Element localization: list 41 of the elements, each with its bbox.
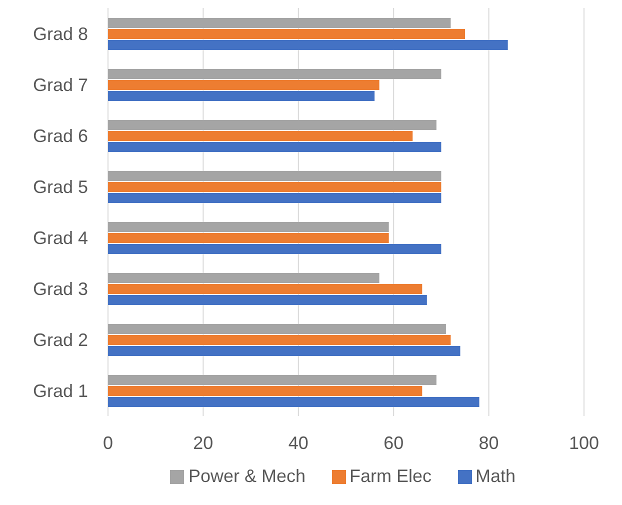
bar <box>108 80 380 90</box>
legend-label: Power & Mech <box>188 466 306 486</box>
x-tick-label: 0 <box>102 432 114 453</box>
y-tick-label: Grad 5 <box>32 176 88 197</box>
bar <box>108 397 480 407</box>
bar <box>108 18 451 28</box>
bar <box>108 284 422 294</box>
bar <box>108 171 442 181</box>
bar <box>108 295 427 305</box>
bar <box>108 40 508 50</box>
y-tick-label: Grad 2 <box>32 330 88 350</box>
bar <box>108 142 442 152</box>
bar <box>108 233 389 243</box>
bar <box>108 386 422 396</box>
bar <box>108 91 375 101</box>
y-tick-label: Grad 8 <box>32 24 88 44</box>
bar <box>108 273 380 283</box>
bar <box>108 375 436 385</box>
legend-label: Math <box>476 466 516 486</box>
bar <box>108 222 389 232</box>
bar <box>108 346 460 356</box>
x-tick-label: 80 <box>478 432 499 453</box>
bar <box>108 324 446 334</box>
x-tick-label: 40 <box>288 432 308 453</box>
bar <box>108 182 442 192</box>
legend-label: Farm Elec <box>350 466 432 486</box>
bar <box>108 29 465 39</box>
bar <box>108 69 442 79</box>
x-tick-label: 60 <box>384 432 404 453</box>
x-tick-label: 20 <box>193 432 214 453</box>
bar <box>108 131 413 141</box>
bar <box>108 244 442 254</box>
y-tick-label: Grad 3 <box>32 278 88 299</box>
y-tick-label: Grad 1 <box>32 380 88 401</box>
x-tick-label: 100 <box>568 432 600 453</box>
y-tick-label: Grad 7 <box>32 74 88 95</box>
y-tick-label: Grad 4 <box>32 228 88 248</box>
bar <box>108 193 442 203</box>
bar <box>108 120 436 130</box>
y-tick-label: Grad 6 <box>32 126 88 146</box>
bar <box>108 335 451 345</box>
